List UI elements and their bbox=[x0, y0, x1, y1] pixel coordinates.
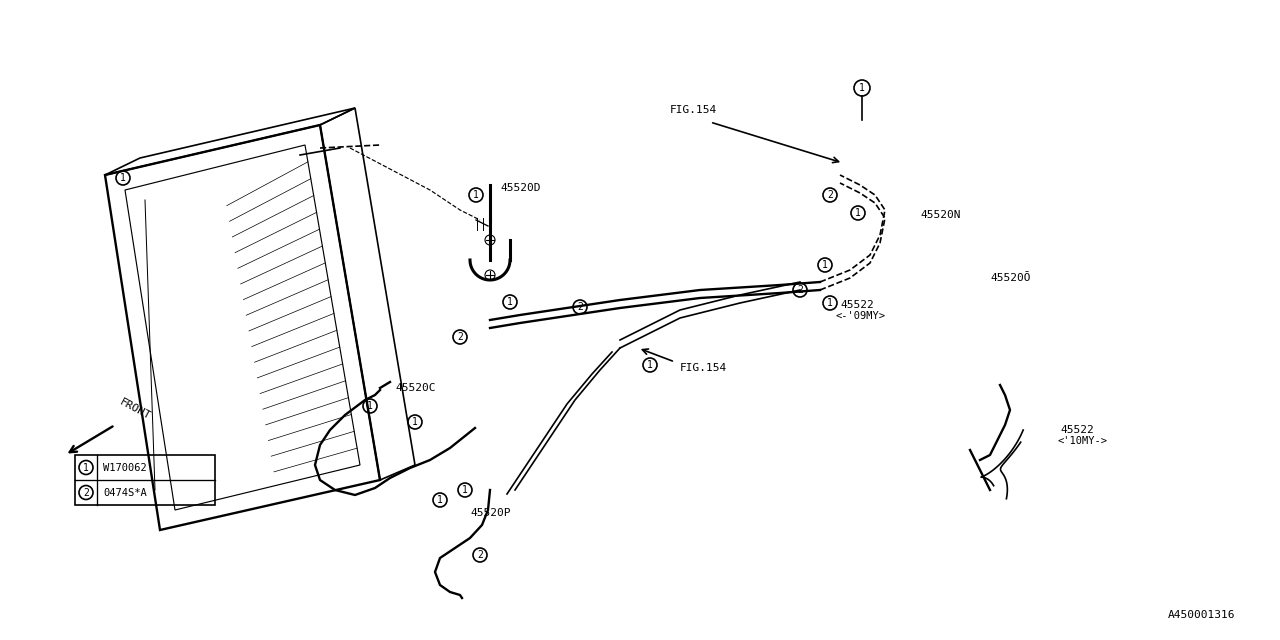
Text: A450001316: A450001316 bbox=[1167, 610, 1235, 620]
Text: 2: 2 bbox=[457, 332, 463, 342]
Text: FIG.154: FIG.154 bbox=[680, 363, 727, 373]
Text: FRONT: FRONT bbox=[118, 397, 152, 422]
Text: 2: 2 bbox=[797, 285, 803, 295]
Text: 1: 1 bbox=[436, 495, 443, 505]
Text: 45520D: 45520D bbox=[500, 183, 540, 193]
Text: 2: 2 bbox=[477, 550, 483, 560]
Text: 1: 1 bbox=[462, 485, 468, 495]
Text: 1: 1 bbox=[855, 208, 861, 218]
Text: 0474S*A: 0474S*A bbox=[102, 488, 147, 497]
Text: 1: 1 bbox=[507, 297, 513, 307]
Text: 45522: 45522 bbox=[1060, 425, 1093, 435]
Text: 1: 1 bbox=[367, 401, 372, 411]
Text: 45520N: 45520N bbox=[920, 210, 960, 220]
Text: 1: 1 bbox=[120, 173, 125, 183]
Text: <'10MY->: <'10MY-> bbox=[1059, 436, 1108, 446]
Text: 1: 1 bbox=[648, 360, 653, 370]
Text: 2: 2 bbox=[83, 488, 88, 497]
Text: <-'09MY>: <-'09MY> bbox=[835, 311, 884, 321]
Text: 1: 1 bbox=[822, 260, 828, 270]
Text: 2: 2 bbox=[827, 190, 833, 200]
Text: 1: 1 bbox=[859, 83, 865, 93]
Text: 45520Ō: 45520Ō bbox=[989, 273, 1030, 283]
Text: W170062: W170062 bbox=[102, 463, 147, 472]
Text: 1: 1 bbox=[412, 417, 419, 427]
Text: FIG.154: FIG.154 bbox=[669, 105, 717, 115]
Text: 1: 1 bbox=[83, 463, 88, 472]
Text: 45520P: 45520P bbox=[470, 508, 511, 518]
Text: 1: 1 bbox=[827, 298, 833, 308]
Text: 1: 1 bbox=[474, 190, 479, 200]
Text: 45520C: 45520C bbox=[396, 383, 435, 393]
Text: 2: 2 bbox=[577, 302, 582, 312]
Text: 45522: 45522 bbox=[840, 300, 874, 310]
